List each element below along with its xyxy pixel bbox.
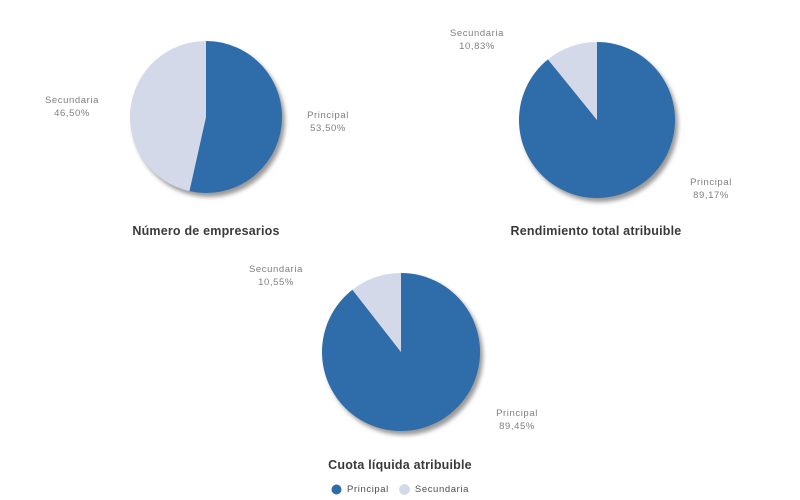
slice-label-name: Secundaria (44, 95, 100, 106)
slice-label-name: Secundaria (449, 28, 505, 39)
pie-chart-numero-empresarios (129, 41, 282, 194)
pie-slice-principal[interactable] (321, 273, 480, 431)
slice-label-secundaria: Secundaria 10,83% (427, 28, 527, 53)
legend-label: Principal (347, 484, 389, 495)
slice-label-name: Principal (307, 110, 349, 121)
slice-label-name: Principal (690, 177, 732, 188)
slice-label-principal: Principal 89,17% (661, 177, 761, 202)
legend-dot-secundaria-icon (399, 484, 410, 495)
pie-slice-principal[interactable] (519, 42, 676, 198)
slice-label-value: 53,50% (310, 122, 346, 134)
slice-label-value: 10,83% (459, 40, 495, 52)
pie-slice-secundaria[interactable] (352, 273, 401, 352)
slice-label-secundaria: Secundaria 10,55% (226, 264, 326, 289)
pie-slice-secundaria[interactable] (547, 42, 597, 120)
chart-legend: Principal Secundaria (0, 484, 800, 495)
legend-item-secundaria[interactable]: Secundaria (399, 484, 469, 495)
slice-label-secundaria: Secundaria 46,50% (22, 95, 122, 120)
chart-title: Número de empresarios (132, 224, 280, 238)
slice-label-principal: Principal 89,45% (467, 408, 567, 433)
pie-chart-rendimiento-total (519, 42, 676, 198)
legend-dot-principal-icon (331, 484, 342, 495)
legend-item-principal[interactable]: Principal (331, 484, 389, 495)
chart-title: Rendimiento total atribuible (510, 224, 682, 238)
slice-label-name: Principal (496, 408, 538, 419)
slice-label-name: Secundaria (248, 264, 304, 275)
slice-label-value: 10,55% (258, 276, 294, 288)
pie-slice-principal[interactable] (189, 41, 282, 194)
chart-title: Cuota líquida atribuible (328, 458, 472, 472)
slice-label-principal: Principal 53,50% (278, 110, 378, 135)
pie-chart-cuota-liquida (321, 273, 480, 431)
slice-label-value: 89,17% (693, 189, 729, 201)
pie-slice-secundaria[interactable] (129, 41, 206, 192)
slice-label-value: 46,50% (54, 107, 90, 119)
legend-label: Secundaria (414, 484, 469, 495)
slice-label-value: 89,45% (499, 420, 535, 432)
